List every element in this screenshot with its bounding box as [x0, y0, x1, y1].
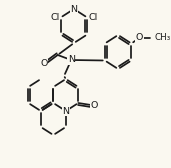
Text: N: N: [62, 107, 69, 116]
Text: O: O: [91, 100, 98, 110]
Text: O: O: [41, 59, 48, 69]
Text: N: N: [70, 5, 77, 13]
Text: Cl: Cl: [88, 13, 97, 22]
Text: Cl: Cl: [50, 13, 60, 22]
Text: N: N: [68, 55, 75, 65]
Text: CH₃: CH₃: [155, 33, 171, 42]
Text: O: O: [136, 33, 143, 42]
